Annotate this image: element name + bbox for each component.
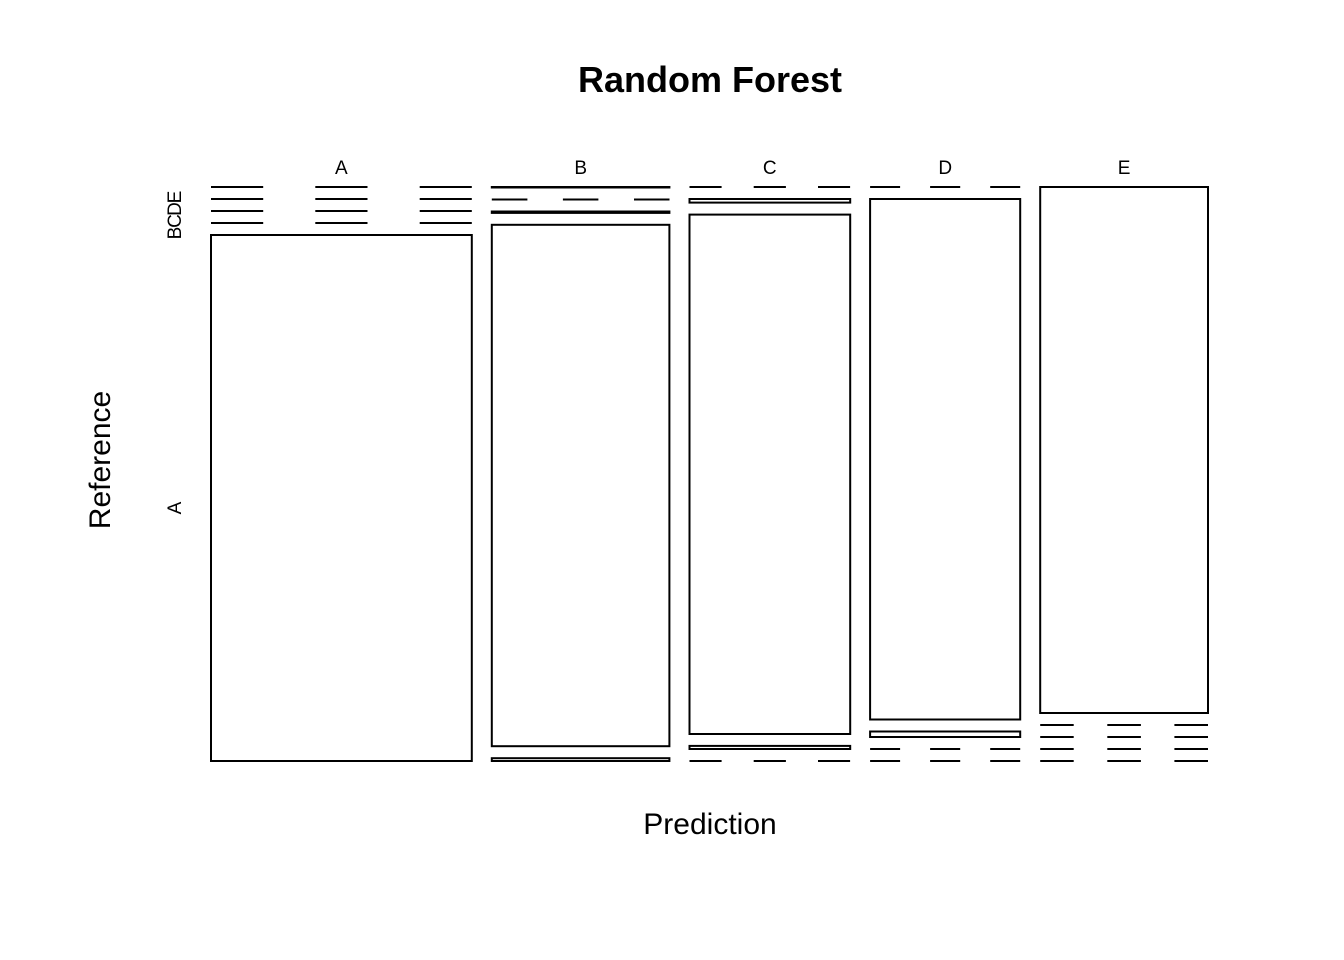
- cell-C-C: [688, 213, 852, 736]
- cell-D-C: [869, 730, 1022, 738]
- chart-title: Random Forest: [578, 59, 842, 100]
- cell-B-E: [490, 186, 671, 189]
- y-tick-D: D: [165, 202, 186, 216]
- x-tick-D: D: [938, 158, 952, 179]
- x-tick-labels: A B C D E: [335, 158, 1130, 179]
- cell-C-B: [688, 744, 852, 751]
- cell-D-D: [869, 198, 1022, 721]
- cell-B-C: [490, 210, 671, 214]
- y-tick-E: E: [165, 191, 186, 204]
- x-tick-E: E: [1118, 158, 1131, 179]
- y-tick-C: C: [165, 214, 186, 228]
- cell-C-D: [688, 198, 852, 204]
- cell-B-B: [490, 223, 671, 748]
- cell-B-A: [490, 757, 671, 763]
- x-axis-label: Prediction: [643, 808, 776, 841]
- y-axis-label: Reference: [84, 391, 117, 529]
- cell-E-E: [1039, 186, 1209, 714]
- x-tick-C: C: [763, 158, 777, 179]
- cell-A-A: [210, 234, 473, 762]
- x-tick-B: B: [574, 158, 587, 179]
- mosaic-cells: [210, 186, 1209, 763]
- y-tick-B: B: [165, 227, 186, 240]
- x-tick-A: A: [335, 158, 348, 179]
- y-tick-A: A: [165, 501, 186, 514]
